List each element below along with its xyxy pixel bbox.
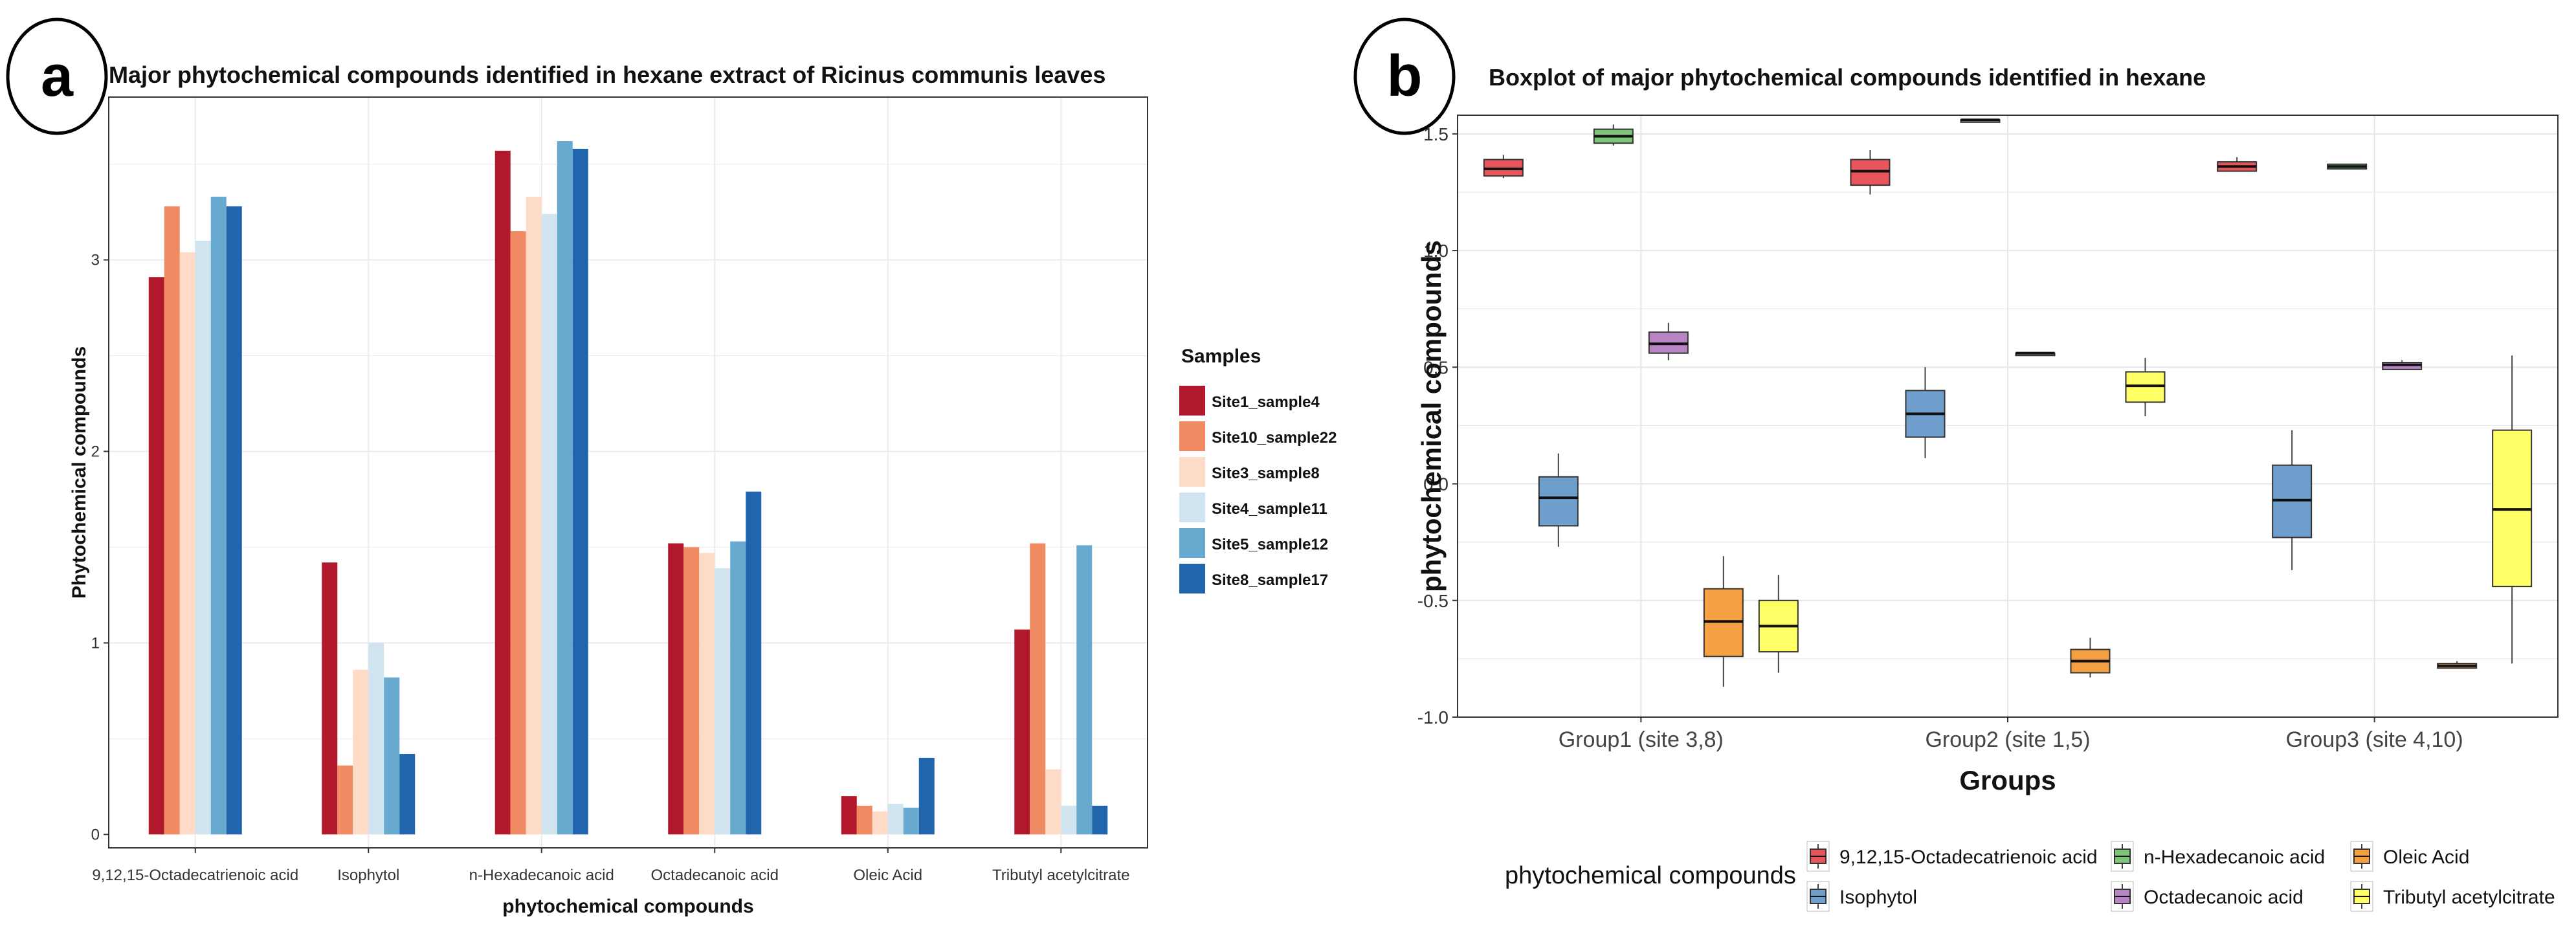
panel-b-x-axis-label: Groups [1959,765,2056,795]
panel-b-y-tick-label: 0.5 [1423,357,1449,377]
bar-site10-sample22-oleic-acid [856,805,872,835]
bar-site10-sample22-9-12-15-octadecatrienoic-acid [164,206,180,835]
panel-a-frame [108,96,1148,849]
x-tick-label-9-12-15-octadecatrienoic-acid: 9,12,15-Octadecatrienoic acid [92,867,298,884]
panel-b-title: Boxplot of major phytochemical compounds… [1489,64,2206,91]
panel-a-legend-title: Samples [1181,346,1261,367]
bar-site8-sample17-tributyl-acetylcitrate [1092,805,1108,835]
panel-b-legend-title: phytochemical compounds [1505,862,1796,889]
bar-site10-sample22-isophytol [337,765,353,835]
legend-label-site1-sample4: Site1_sample4 [1212,394,1320,411]
panel-b-y-tick-label: -0.5 [1417,591,1449,611]
legend-label-tributyl-acetylcitrate: Tributyl acetylcitrate [2383,887,2555,908]
bar-site5-sample12-octadecanoic-acid [730,541,746,835]
panel-b-y-tick-label: -1.0 [1417,707,1449,727]
panel-b-y-tick-label: 1.5 [1423,124,1449,144]
x-tick-label-isophytol: Isophytol [337,867,399,884]
bar-site4-sample11-octadecanoic-acid [715,568,731,835]
panel-a-title: Major phytochemical compounds identified… [109,61,1105,88]
legend-label-site4-sample11: Site4_sample11 [1212,500,1327,518]
panel-b-badge-letter: b [1387,44,1423,109]
bar-site3-sample8-9-12-15-octadecatrienoic-acid [179,252,195,835]
legend-key-site5-sample12 [1179,528,1205,558]
bar-site8-sample17-octadecanoic-acid [746,491,762,835]
bar-site4-sample11-isophytol [368,643,384,835]
bar-site4-sample11-n-hexadecanoic-acid [541,214,557,835]
panel-a-x-axis-label: phytochemical compounds [502,896,753,917]
x-tick-label-tributyl-acetylcitrate: Tributyl acetylcitrate [992,867,1130,884]
bar-site5-sample12-isophytol [384,677,400,835]
bar-site8-sample17-oleic-acid [918,757,935,835]
x-tick-label-oleic-acid: Oleic Acid [853,867,922,884]
legend-label-octadecanoic-acid: Octadecanoic acid [2144,887,2304,908]
bar-site1-sample4-oleic-acid [841,796,857,835]
legend-label-site5-sample12: Site5_sample12 [1212,536,1328,553]
bar-site5-sample12-tributyl-acetylcitrate [1076,545,1093,835]
bar-site10-sample22-n-hexadecanoic-acid [510,231,526,835]
x-tick-label-n-hexadecanoic-acid: n-Hexadecanoic acid [469,867,614,884]
legend-key-site8-sample17 [1179,564,1205,594]
group-label-group1-site-3-8: Group1 (site 3,8) [1559,727,1724,752]
group-label-group2-site-1-5: Group2 (site 1,5) [1925,727,2090,752]
panel-a-badge [6,17,108,135]
legend-key-site10-sample22 [1179,421,1205,451]
panel-b-y-axis-label: phytochemical compounds [1416,240,1447,592]
bar-site10-sample22-octadecanoic-acid [683,547,700,835]
bar-site3-sample8-tributyl-acetylcitrate [1045,769,1061,835]
bar-site5-sample12-9-12-15-octadecatrienoic-acid [210,196,227,835]
bar-site4-sample11-tributyl-acetylcitrate [1061,805,1077,835]
panel-a-y-tick-label: 1 [91,634,100,652]
bar-site3-sample8-n-hexadecanoic-acid [526,196,542,835]
panel-a-background [109,97,1148,848]
box-isophytol-group1-site-3-8 [1538,476,1579,527]
panel-a-y-tick-label: 3 [91,252,100,269]
bar-site10-sample22-tributyl-acetylcitrate [1030,543,1046,835]
panel-a-badge-letter: a [41,44,74,109]
bar-site3-sample8-oleic-acid [872,811,888,835]
bar-site3-sample8-isophytol [353,669,369,835]
bar-site8-sample17-9-12-15-octadecatrienoic-acid [226,206,242,835]
legend-label-site10-sample22: Site10_sample22 [1212,429,1337,447]
legend-label-site3-sample8: Site3_sample8 [1212,465,1320,482]
bar-site5-sample12-oleic-acid [903,807,919,835]
legend-label-oleic-acid: Oleic Acid [2383,847,2469,868]
panel-a-y-tick-label: 0 [91,826,100,843]
bar-site8-sample17-isophytol [399,754,416,835]
panel-b-y-tick-label: 0.0 [1423,474,1449,494]
panel-a-y-tick-label: 2 [91,443,100,460]
legend-key-site3-sample8 [1179,457,1205,487]
bar-site4-sample11-9-12-15-octadecatrienoic-acid [195,240,211,835]
bar-site1-sample4-9-12-15-octadecatrienoic-acid [148,277,164,835]
bar-site5-sample12-n-hexadecanoic-acid [557,141,573,835]
x-tick-label-octadecanoic-acid: Octadecanoic acid [651,867,779,884]
bar-site1-sample4-n-hexadecanoic-acid [494,150,511,835]
legend-key-site1-sample4 [1179,386,1205,416]
bar-site1-sample4-isophytol [322,562,338,835]
legend-label-site8-sample17: Site8_sample17 [1212,571,1328,589]
bar-site1-sample4-tributyl-acetylcitrate [1014,629,1030,835]
group-label-group3-site-4-10: Group3 (site 4,10) [2286,727,2463,752]
panel-b-badge [1353,17,1456,135]
legend-label-9-12-15-octadecatrienoic-acid: 9,12,15-Octadecatrienoic acid [1839,847,2098,868]
legend-key-site4-sample11 [1179,493,1205,522]
bar-site4-sample11-oleic-acid [887,803,904,835]
bar-site8-sample17-n-hexadecanoic-acid [572,148,588,835]
legend-label-n-hexadecanoic-acid: n-Hexadecanoic acid [2144,847,2325,868]
panel-a-y-axis-label: Phytochemical compounds [69,346,90,599]
legend-label-isophytol: Isophytol [1839,887,1917,908]
bar-site3-sample8-octadecanoic-acid [699,553,715,835]
bar-site1-sample4-octadecanoic-acid [668,543,684,835]
panel-b-y-tick-label: 1.0 [1423,241,1449,261]
